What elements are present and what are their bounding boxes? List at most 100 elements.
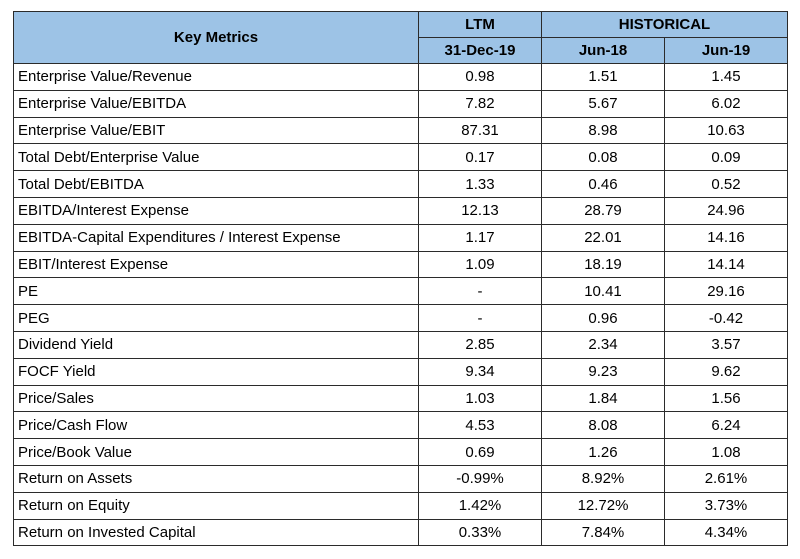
ltm-value-cell: 1.09 <box>418 250 542 279</box>
jun18-value-cell: 10.41 <box>541 277 665 306</box>
table-row: PEG -0.96 -0.42 <box>13 304 788 332</box>
ltm-header: LTM <box>418 11 542 38</box>
jun18-value-cell: 8.92% <box>541 464 665 493</box>
jun19-value-cell: 9.62 <box>664 357 788 386</box>
jun18-value-cell: 1.26 <box>541 438 665 466</box>
ltm-value-cell: 2.85 <box>418 330 542 359</box>
table-row: PE -10.41 29.16 <box>13 277 788 306</box>
jun19-header: Jun-19 <box>664 37 788 64</box>
jun19-value-cell: 4.34% <box>664 518 788 547</box>
ltm-value-cell: 1.33 <box>418 170 542 198</box>
jun19-value-cell: 0.09 <box>664 143 788 172</box>
jun19-value-cell: 14.14 <box>664 250 788 279</box>
ltm-value-cell: 0.33% <box>418 518 542 547</box>
metric-name-cell: Dividend Yield <box>13 330 419 359</box>
ltm-value-cell: 1.03 <box>418 384 542 413</box>
jun19-value-cell: 24.96 <box>664 196 788 225</box>
ltm-value-cell: -0.99% <box>418 464 542 493</box>
ltm-date-header: 31-Dec-19 <box>418 37 542 64</box>
ltm-value-cell: 12.13 <box>418 196 542 225</box>
jun19-value-cell: 1.56 <box>664 384 788 413</box>
jun19-value-cell: 14.16 <box>664 223 788 252</box>
metric-name-cell: Return on Assets <box>13 464 419 493</box>
jun18-value-cell: 8.98 <box>541 116 665 145</box>
jun19-value-cell: 6.02 <box>664 89 788 118</box>
metric-name-cell: Total Debt/EBITDA <box>13 170 419 198</box>
table-header: Key Metrics LTM HISTORICAL 31-Dec-19 Jun… <box>13 11 788 64</box>
historical-header: HISTORICAL <box>541 11 788 38</box>
jun19-value-cell: 1.45 <box>664 63 788 91</box>
ltm-value-cell: 9.34 <box>418 357 542 386</box>
metric-name-cell: PEG <box>13 304 419 332</box>
key-metrics-table: Key Metrics LTM HISTORICAL 31-Dec-19 Jun… <box>13 11 788 547</box>
metric-name-cell: FOCF Yield <box>13 357 419 386</box>
table-row: EBITDA/Interest Expense 12.13 28.79 24.96 <box>13 196 788 225</box>
table-row: EBIT/Interest Expense 1.09 18.19 14.14 <box>13 250 788 279</box>
jun18-header: Jun-18 <box>541 37 665 64</box>
jun19-value-cell: 1.08 <box>664 438 788 466</box>
metric-name-cell: Total Debt/Enterprise Value <box>13 143 419 172</box>
jun19-value-cell: -0.42 <box>664 304 788 332</box>
metric-name-cell: EBIT/Interest Expense <box>13 250 419 279</box>
table-row: Return on Equity 1.42% 12.72% 3.73% <box>13 491 788 520</box>
jun18-value-cell: 2.34 <box>541 330 665 359</box>
ltm-value-cell: 0.17 <box>418 143 542 172</box>
ltm-value-cell: - <box>418 277 542 306</box>
table-row: Enterprise Value/EBIT 87.31 8.98 10.63 <box>13 116 788 145</box>
key-metrics-header: Key Metrics <box>13 11 419 64</box>
jun19-value-cell: 29.16 <box>664 277 788 306</box>
ltm-value-cell: - <box>418 304 542 332</box>
ltm-value-cell: 0.69 <box>418 438 542 466</box>
metric-name-cell: Enterprise Value/Revenue <box>13 63 419 91</box>
table-row: Price/Cash Flow 4.53 8.08 6.24 <box>13 411 788 440</box>
jun19-value-cell: 3.73% <box>664 491 788 520</box>
table-row: Price/Book Value 0.69 1.26 1.08 <box>13 438 788 466</box>
table-row: Enterprise Value/Revenue 0.98 1.51 1.45 <box>13 63 788 91</box>
metric-name-cell: Return on Invested Capital <box>13 518 419 547</box>
table-row: Total Debt/EBITDA 1.33 0.46 0.52 <box>13 170 788 198</box>
table-row: Total Debt/Enterprise Value 0.17 0.08 0.09 <box>13 143 788 172</box>
metric-name-cell: PE <box>13 277 419 306</box>
jun18-value-cell: 8.08 <box>541 411 665 440</box>
header-row-dates: 31-Dec-19 Jun-18 Jun-19 <box>14 37 788 64</box>
table-row: Dividend Yield 2.85 2.34 3.57 <box>13 330 788 359</box>
jun19-value-cell: 2.61% <box>664 464 788 493</box>
jun18-value-cell: 12.72% <box>541 491 665 520</box>
jun19-value-cell: 0.52 <box>664 170 788 198</box>
table-body: Enterprise Value/Revenue 0.98 1.51 1.45 Ente… <box>13 63 788 547</box>
jun18-value-cell: 28.79 <box>541 196 665 225</box>
jun19-value-cell: 6.24 <box>664 411 788 440</box>
ltm-value-cell: 1.17 <box>418 223 542 252</box>
metric-name-cell: Price/Sales <box>13 384 419 413</box>
jun18-value-cell: 7.84% <box>541 518 665 547</box>
table-row: Return on Invested Capital 0.33% 7.84% 4.34… <box>13 518 788 547</box>
jun18-value-cell: 1.51 <box>541 63 665 91</box>
table-row: Price/Sales 1.03 1.84 1.56 <box>13 384 788 413</box>
ltm-value-cell: 0.98 <box>418 63 542 91</box>
metric-name-cell: Price/Book Value <box>13 438 419 466</box>
ltm-value-cell: 1.42% <box>418 491 542 520</box>
table-row: EBITDA-Capital Expenditures / Interest E… <box>13 223 788 252</box>
table-row: FOCF Yield 9.34 9.23 9.62 <box>13 357 788 386</box>
metric-name-cell: Return on Equity <box>13 491 419 520</box>
metric-name-cell: Price/Cash Flow <box>13 411 419 440</box>
table-row: Return on Assets -0.99% 8.92% 2.61% <box>13 464 788 493</box>
metric-name-cell: Enterprise Value/EBIT <box>13 116 419 145</box>
jun18-value-cell: 9.23 <box>541 357 665 386</box>
metric-name-cell: EBITDA/Interest Expense <box>13 196 419 225</box>
metric-name-cell: Enterprise Value/EBITDA <box>13 89 419 118</box>
metric-name-cell: EBITDA-Capital Expenditures / Interest E… <box>13 223 419 252</box>
jun18-value-cell: 0.96 <box>541 304 665 332</box>
jun18-value-cell: 0.08 <box>541 143 665 172</box>
ltm-value-cell: 4.53 <box>418 411 542 440</box>
table-row: Enterprise Value/EBITDA 7.82 5.67 6.02 <box>13 89 788 118</box>
ltm-value-cell: 7.82 <box>418 89 542 118</box>
ltm-value-cell: 87.31 <box>418 116 542 145</box>
jun18-value-cell: 5.67 <box>541 89 665 118</box>
jun18-value-cell: 0.46 <box>541 170 665 198</box>
header-row-top: Key Metrics LTM HISTORICAL <box>13 11 788 64</box>
jun19-value-cell: 10.63 <box>664 116 788 145</box>
jun18-value-cell: 22.01 <box>541 223 665 252</box>
jun18-value-cell: 1.84 <box>541 384 665 413</box>
jun19-value-cell: 3.57 <box>664 330 788 359</box>
